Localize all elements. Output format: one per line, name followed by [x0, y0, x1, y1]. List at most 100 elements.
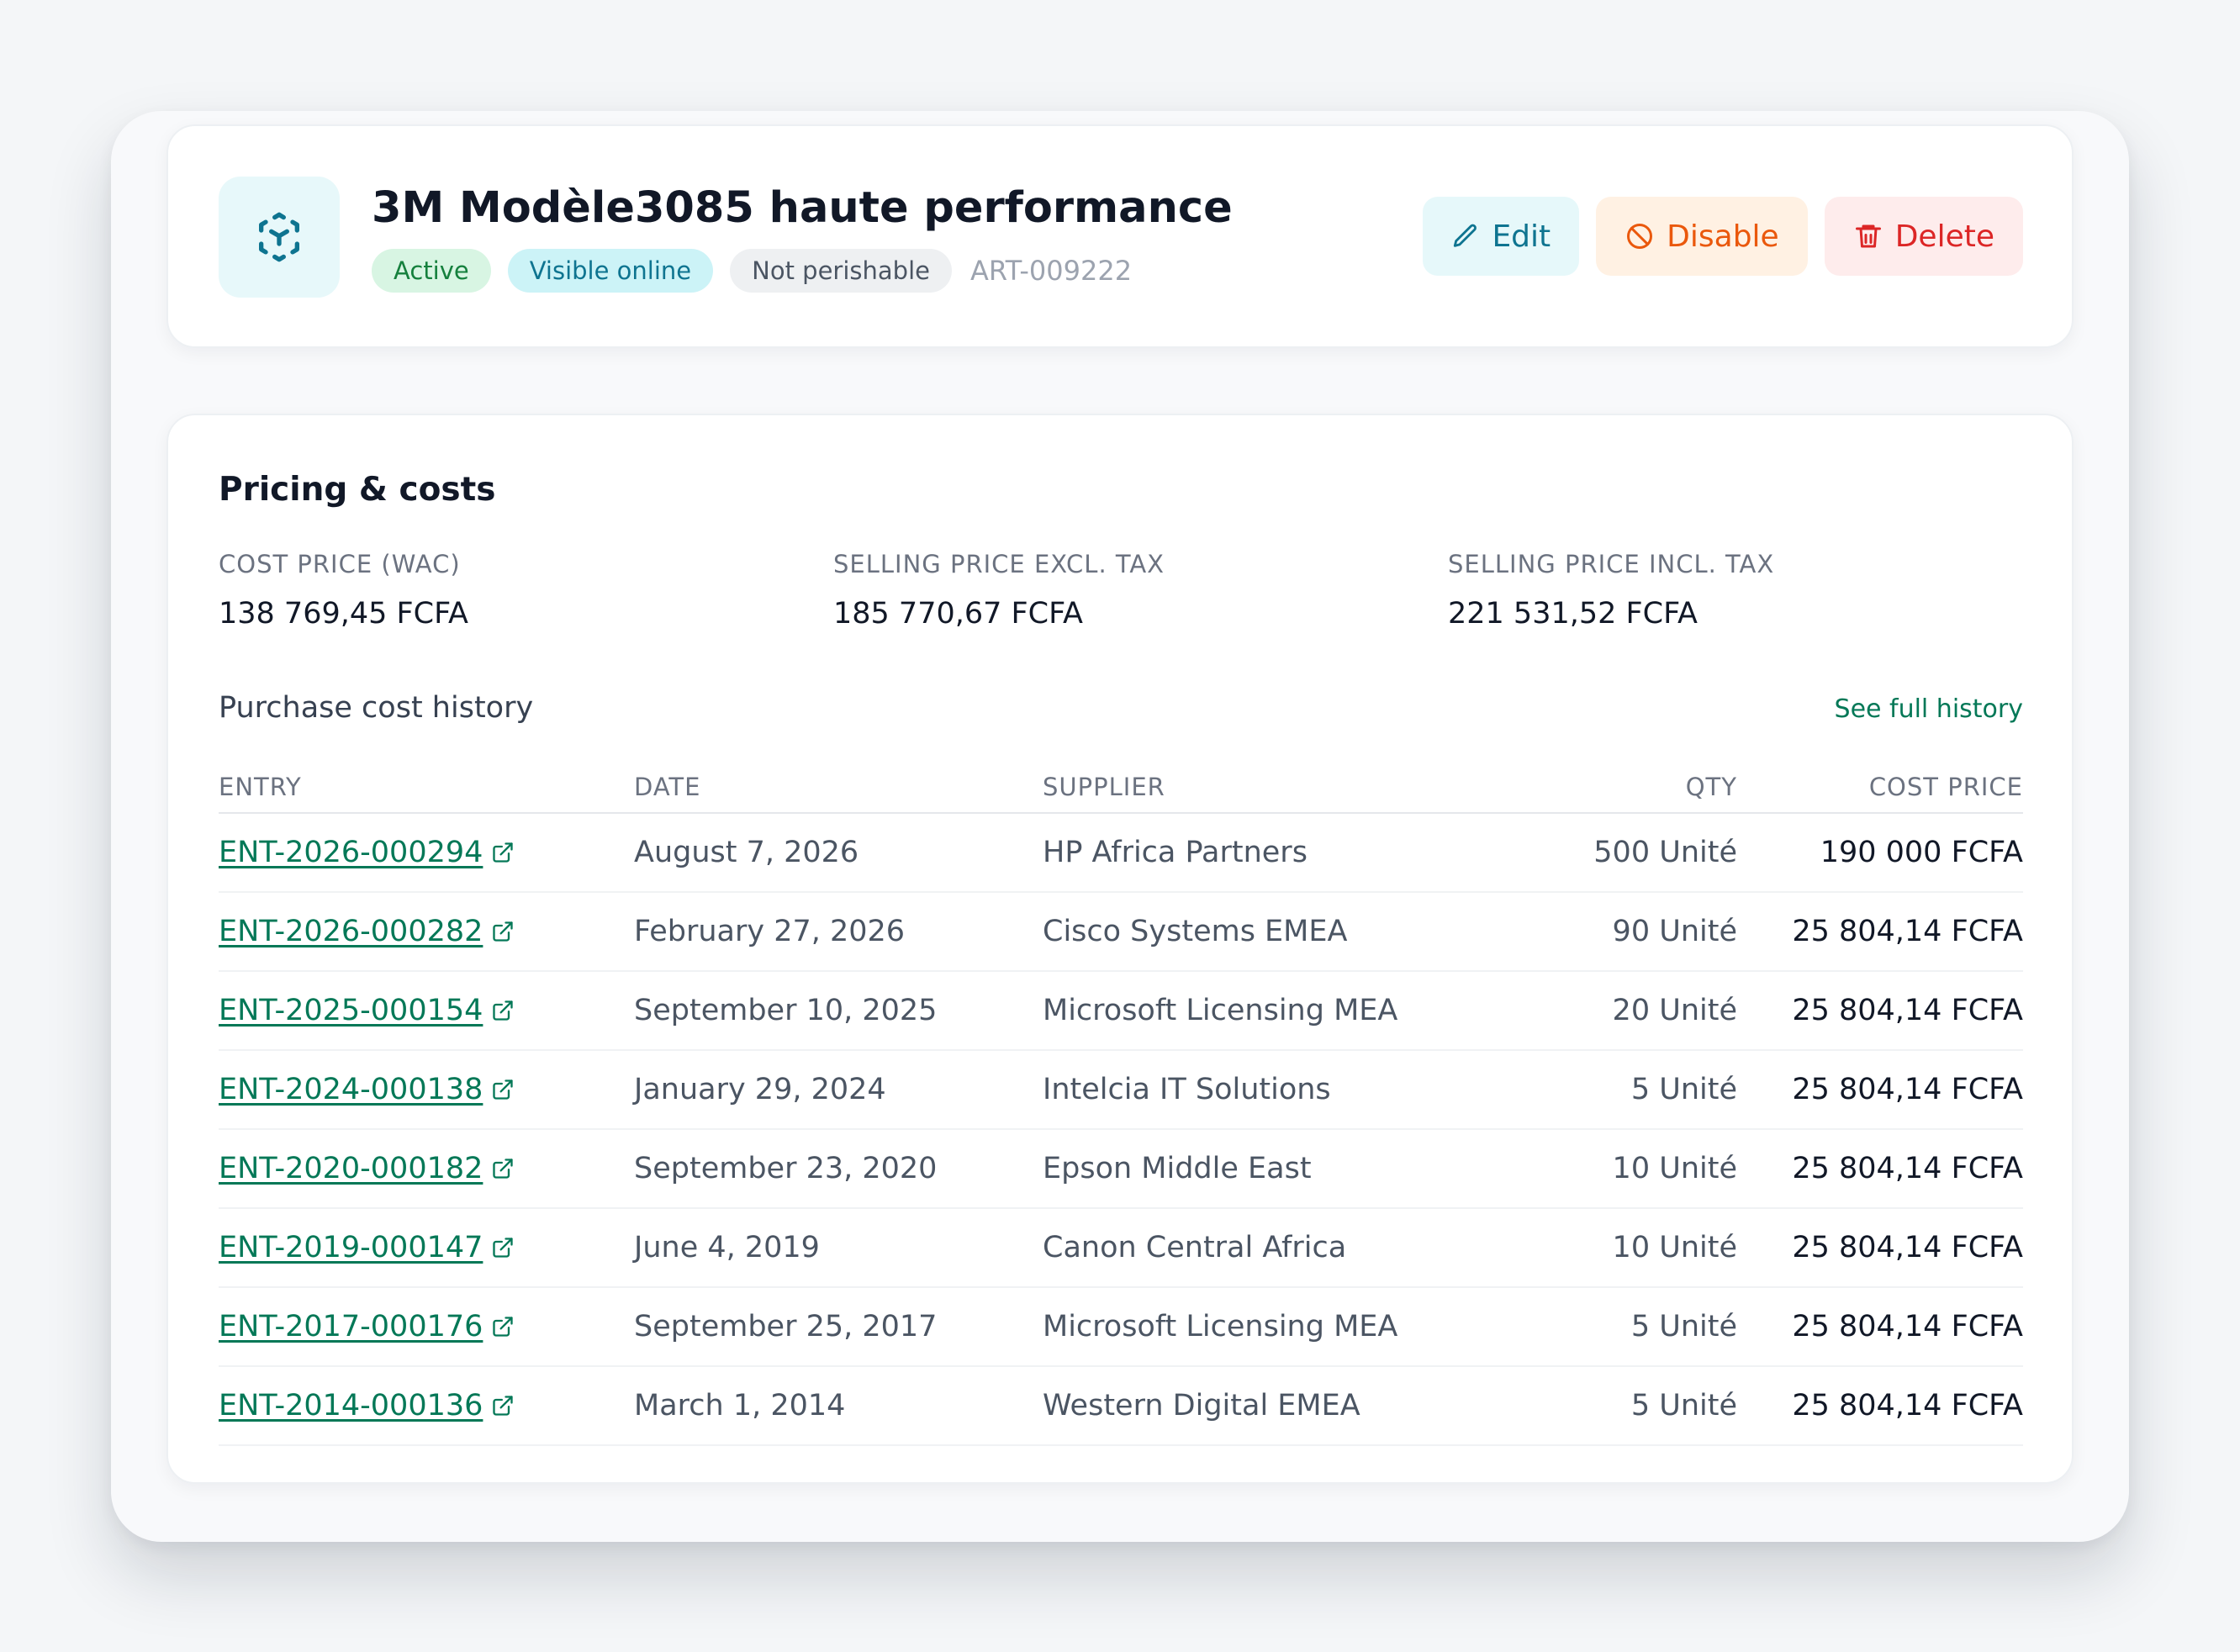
supplier-cell: Western Digital EMEA: [1043, 1389, 1360, 1422]
cost-price-cell: 25 804,14 FCFA: [1792, 1310, 2023, 1343]
online-badge: Visible online: [507, 249, 714, 293]
date-cell: September 23, 2020: [634, 1152, 938, 1185]
entry-link[interactable]: ENT-2020-000182: [219, 1152, 515, 1185]
entry-link[interactable]: ENT-2024-000138: [219, 1073, 515, 1106]
header-actions: Edit Disable Delete: [1423, 197, 2023, 276]
entry-cell: ENT-2020-000182: [219, 1152, 634, 1185]
entry-link[interactable]: ENT-2014-000136: [219, 1389, 515, 1422]
cost-price-cell: 25 804,14 FCFA: [1792, 994, 2023, 1027]
table-row: ENT-2019-000147 June 4, 2019 Canon Centr…: [219, 1209, 2023, 1288]
entry-cell: ENT-2026-000282: [219, 915, 634, 948]
external-link-icon: [493, 1079, 514, 1100]
cost-price-cell: 190 000 FCFA: [1820, 836, 2023, 869]
product-badges: Active Visible online Not perishable ART…: [372, 249, 1132, 293]
column-header-qty: QTY: [1685, 773, 1737, 801]
entry-cell: ENT-2024-000138: [219, 1073, 634, 1106]
entry-number: ENT-2019-000147: [219, 1231, 483, 1264]
qty-cell: 10 Unité: [1612, 1152, 1737, 1185]
entry-cell: ENT-2017-000176: [219, 1310, 634, 1343]
cost-price-cell: 25 804,14 FCFA: [1792, 1231, 2023, 1264]
trash-icon: [1855, 224, 1881, 248]
supplier-cell: Microsoft Licensing MEA: [1043, 994, 1398, 1027]
date-cell: February 27, 2026: [634, 915, 906, 948]
disable-button[interactable]: Disable: [1596, 197, 1808, 276]
supplier-cell: Microsoft Licensing MEA: [1043, 1310, 1398, 1343]
qty-cell: 90 Unité: [1612, 915, 1737, 948]
column-header-entry: ENTRY: [219, 773, 302, 801]
app-window: 3M Modèle3085 haute performance Active V…: [111, 111, 2129, 1542]
entry-link[interactable]: ENT-2026-000282: [219, 915, 515, 948]
entry-link[interactable]: ENT-2025-000154: [219, 994, 515, 1027]
metric-selling-price-excl-tax: SELLING PRICE EXCL. TAX 185 770,67 FCFA: [833, 550, 1165, 631]
supplier-cell: Cisco Systems EMEA: [1043, 915, 1348, 948]
column-header-supplier: SUPPLIER: [1043, 773, 1165, 801]
pencil-icon: [1454, 224, 1477, 247]
external-link-icon: [493, 1238, 514, 1258]
supplier-cell: Epson Middle East: [1043, 1152, 1312, 1185]
supplier-cell: Intelcia IT Solutions: [1043, 1073, 1331, 1106]
metric-cost-price: COST PRICE (WAC) 138 769,45 FCFA: [219, 550, 468, 631]
qty-cell: 5 Unité: [1630, 1310, 1737, 1343]
qty-cell: 5 Unité: [1630, 1073, 1737, 1106]
disable-button-label: Disable: [1667, 219, 1779, 254]
qty-cell: 20 Unité: [1612, 994, 1737, 1027]
supplier-cell: Canon Central Africa: [1043, 1231, 1347, 1264]
qty-cell: 5 Unité: [1630, 1389, 1737, 1422]
date-cell: January 29, 2024: [634, 1073, 886, 1106]
ban-icon: [1627, 224, 1653, 249]
cost-price-cell: 25 804,14 FCFA: [1792, 1389, 2023, 1422]
entry-number: ENT-2025-000154: [219, 994, 483, 1027]
cost-price-cell: 25 804,14 FCFA: [1792, 915, 2023, 948]
entry-number: ENT-2017-000176: [219, 1310, 483, 1343]
pricing-card: Pricing & costs COST PRICE (WAC) 138 769…: [166, 414, 2074, 1484]
entry-cell: ENT-2019-000147: [219, 1231, 634, 1264]
delete-button-label: Delete: [1894, 219, 1994, 254]
external-link-icon: [493, 1000, 514, 1021]
table-row: ENT-2026-000294 August 7, 2026 HP Africa…: [219, 814, 2023, 893]
edit-button[interactable]: Edit: [1423, 197, 1580, 276]
entry-number: ENT-2024-000138: [219, 1073, 483, 1106]
see-full-history-link[interactable]: See full history: [1834, 694, 2023, 724]
external-link-icon: [493, 842, 514, 863]
table-header: ENTRY DATE SUPPLIER QTY COST PRICE: [219, 762, 2023, 814]
date-cell: August 7, 2026: [634, 836, 859, 869]
table-row: ENT-2025-000154 September 10, 2025 Micro…: [219, 972, 2023, 1051]
entry-link[interactable]: ENT-2017-000176: [219, 1310, 515, 1343]
metric-selling-price-incl-tax: SELLING PRICE INCL. TAX 221 531,52 FCFA: [1448, 550, 1774, 631]
entry-cell: ENT-2014-000136: [219, 1389, 634, 1422]
entry-link[interactable]: ENT-2019-000147: [219, 1231, 515, 1264]
external-link-icon: [493, 1396, 514, 1416]
metric-label: COST PRICE (WAC): [219, 550, 461, 578]
product-header-card: 3M Modèle3085 haute performance Active V…: [166, 124, 2074, 348]
date-cell: March 1, 2014: [634, 1389, 846, 1422]
external-link-icon: [493, 1159, 514, 1179]
metric-label: SELLING PRICE EXCL. TAX: [833, 550, 1165, 578]
status-badge: Active: [372, 249, 491, 293]
metric-value: 138 769,45 FCFA: [219, 597, 468, 631]
delete-button[interactable]: Delete: [1824, 197, 2023, 276]
entry-number: ENT-2026-000282: [219, 915, 483, 948]
entry-number: ENT-2026-000294: [219, 836, 483, 869]
table-row: ENT-2017-000176 September 25, 2017 Micro…: [219, 1288, 2023, 1367]
date-cell: June 4, 2019: [634, 1231, 820, 1264]
column-header-cost-price: COST PRICE: [1868, 773, 2023, 801]
product-title: 3M Modèle3085 haute performance: [372, 183, 1233, 233]
entry-cell: ENT-2026-000294: [219, 836, 634, 869]
table-row: ENT-2020-000182 September 23, 2020 Epson…: [219, 1130, 2023, 1209]
date-cell: September 25, 2017: [634, 1310, 938, 1343]
metric-value: 185 770,67 FCFA: [833, 597, 1083, 631]
external-link-icon: [493, 1317, 514, 1337]
history-title: Purchase cost history: [219, 691, 534, 725]
history-table: ENTRY DATE SUPPLIER QTY COST PRICE ENT-2…: [219, 762, 2023, 1446]
pricing-title: Pricing & costs: [219, 471, 496, 509]
entry-link[interactable]: ENT-2026-000294: [219, 836, 515, 869]
cost-price-cell: 25 804,14 FCFA: [1792, 1073, 2023, 1106]
table-body: ENT-2026-000294 August 7, 2026 HP Africa…: [219, 814, 2023, 1446]
entry-number: ENT-2020-000182: [219, 1152, 483, 1185]
qty-cell: 10 Unité: [1612, 1231, 1737, 1264]
edit-button-label: Edit: [1492, 219, 1551, 254]
supplier-cell: HP Africa Partners: [1043, 836, 1308, 869]
table-row: ENT-2026-000282 February 27, 2026 Cisco …: [219, 893, 2023, 972]
product-avatar: [219, 177, 340, 298]
perishable-badge: Not perishable: [730, 249, 952, 293]
